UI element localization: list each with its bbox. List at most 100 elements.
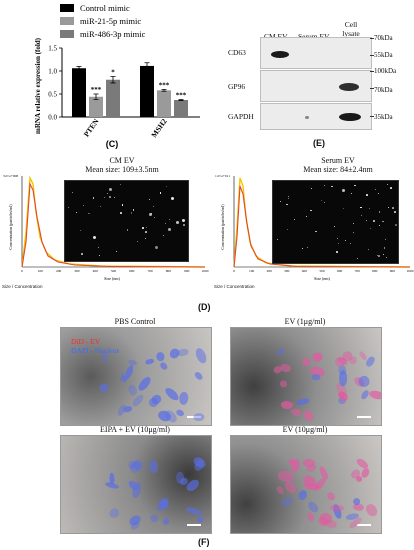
cell: [108, 507, 122, 520]
blot-strip-gp96: [260, 70, 372, 102]
band-gp96-lysate: [339, 83, 359, 91]
particle-dot: [87, 212, 90, 215]
cell: [330, 504, 345, 511]
x-category-label: MSH2: [149, 117, 168, 139]
particle-dot: [103, 196, 106, 199]
bar-pten-series-0: [72, 68, 86, 117]
significance-label: ***: [176, 92, 187, 100]
particle-dot: [323, 184, 325, 186]
particle-dot: [386, 256, 388, 258]
particle-dot: [79, 229, 81, 231]
panel-label-c: (C): [106, 139, 119, 149]
cell: [196, 516, 205, 525]
nta-plot-cm-ev: 3.0×e+008 Concentration (particles/ml) 0…: [3, 174, 209, 281]
particle-dot: [394, 224, 397, 227]
particle-dot: [176, 220, 180, 224]
nta-x-tick-label: 500: [319, 269, 325, 273]
nta-sample-serum-ev: Serum EV: [321, 156, 355, 165]
legend-did-ev: DiD - EV: [71, 337, 101, 346]
mic-title-pbs: PBS Control: [114, 317, 156, 326]
particle-dot: [294, 218, 296, 220]
particle-dot: [352, 222, 354, 224]
cell: [301, 408, 316, 423]
y-tick-label: 1.0: [48, 68, 57, 76]
marker-55kda: 55kDa: [374, 51, 393, 59]
particle-dot: [145, 231, 147, 233]
particle-dot: [315, 230, 317, 233]
particle-dot: [167, 228, 171, 232]
particle-dot: [336, 251, 338, 253]
particle-dot: [367, 248, 369, 250]
blot-strip-gapdh: [260, 103, 372, 130]
particle-dot: [331, 185, 333, 188]
particle-dot: [360, 206, 362, 209]
particle-dot: [368, 207, 370, 209]
cell: [305, 512, 315, 523]
cell: [156, 351, 166, 362]
legend-label-mir21: miR-21-5p mimic: [80, 16, 141, 26]
microscopy-panel-f: PBS Control EV (1μg/ml) EIPA + EV (10μg/…: [0, 313, 414, 550]
row-label-cd63: CD63: [228, 48, 246, 57]
nta-x-tick-label: 400: [93, 269, 99, 273]
particle-dot: [307, 246, 309, 248]
particle-dot: [376, 255, 378, 257]
cell: [275, 484, 285, 495]
significance-label: *: [111, 69, 115, 77]
nta-x-tick-label: 0: [233, 269, 235, 273]
nta-x-tick-label: 800: [166, 269, 172, 273]
nta-panel-d: 3.0×e+008 Concentration (particles/ml) 0…: [0, 152, 414, 312]
cell: [178, 391, 189, 406]
row-label-gp96: GP96: [228, 82, 246, 91]
cell: [295, 397, 310, 407]
nta-plot-serum-ev: 1.0×e+011 Concentration (particles/ml) 0…: [215, 174, 414, 281]
particle-dot: [341, 189, 345, 193]
micrograph-ev-1: [230, 327, 382, 426]
particle-dot: [99, 206, 101, 208]
nta-ylabel-cm-ev: Concentration (particles/ml): [8, 204, 13, 250]
micrograph-eipa-ev: [60, 435, 212, 534]
cell: [159, 361, 169, 371]
particle-dot: [164, 222, 166, 224]
cell: [185, 505, 203, 516]
particle-dot: [351, 193, 353, 195]
significance-label: ***: [91, 86, 102, 94]
particle-dot: [182, 219, 186, 223]
chart-legend: Control mimic miR-21-5p mimic miR-486-3p…: [60, 3, 146, 39]
scale-bar: [357, 416, 371, 418]
particle-dot: [372, 220, 375, 222]
particle-dot: [126, 229, 129, 231]
band-cd63-cm-ev: [271, 51, 289, 58]
particle-dot: [350, 243, 352, 245]
particle-dot: [378, 255, 380, 257]
nta-x-tick-label: 300: [74, 269, 80, 273]
western-blot-panel-e: CM EV Serum EV Cell lysate CD63 70kDa 55…: [228, 10, 414, 150]
marker-35kda: 35kDa: [374, 113, 393, 121]
cell: [290, 407, 303, 418]
bar-msh2-series-0: [140, 65, 154, 117]
y-tick-label: 1.5: [48, 45, 57, 53]
y-axis-label: mRNA relative expression (fold): [34, 37, 42, 134]
particle-dot: [97, 246, 99, 248]
cell: [276, 347, 286, 356]
nta-x-tick-label: 900: [390, 269, 396, 273]
cell: [98, 382, 110, 393]
particle-dot: [152, 205, 155, 208]
cell: [193, 413, 205, 422]
scale-bar: [187, 416, 201, 418]
scale-bar: [357, 524, 371, 526]
y-tick-label: 0.0: [48, 114, 57, 122]
particle-dot: [365, 219, 367, 221]
particle-dot: [370, 227, 372, 229]
error-bar: [76, 66, 82, 71]
particle-dot: [366, 194, 368, 196]
cell: [144, 357, 155, 366]
particle-dot: [279, 200, 282, 203]
legend-label-control: Control mimic: [80, 3, 130, 13]
nta-x-tick-label: 600: [129, 269, 135, 273]
marker-100kda: 100kDa: [374, 67, 397, 75]
particle-dot: [337, 238, 339, 240]
cell: [368, 388, 381, 401]
particle-dot: [92, 197, 95, 199]
nta-video-frame-cm-ev: [64, 180, 189, 262]
cell: [119, 375, 127, 382]
